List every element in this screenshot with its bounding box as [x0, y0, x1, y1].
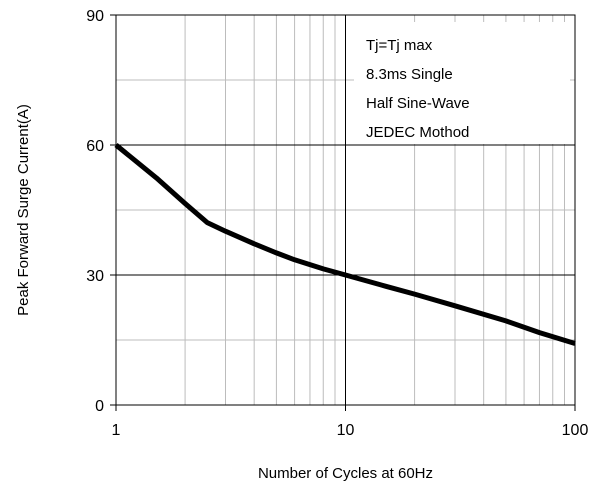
annotation-line: JEDEC Mothod	[366, 124, 469, 141]
y-tick-label: 90	[86, 8, 104, 25]
annotation: Tj=Tj max 8.3ms Single Half Sine-Wave JE…	[366, 37, 470, 141]
x-axis-label: Number of Cycles at 60Hz	[258, 465, 433, 482]
tick-layer: 0 30 60 90 1 10 100	[86, 8, 588, 439]
x-tick-label: 1	[112, 422, 121, 439]
annotation-line: Tj=Tj max	[366, 37, 433, 54]
x-tick-label: 100	[562, 422, 589, 439]
annotation-box	[354, 22, 570, 144]
series-line	[114, 143, 576, 346]
y-tick-label: 0	[95, 398, 104, 415]
y-axis-label: Peak Forward Surge Current(A)	[15, 104, 32, 316]
series-layer	[114, 143, 576, 346]
x-tick-label: 10	[337, 422, 355, 439]
annotation-line: Half Sine-Wave	[366, 95, 470, 112]
annotation-line: 8.3ms Single	[366, 66, 453, 83]
y-tick-label: 30	[86, 268, 104, 285]
y-tick-label: 60	[86, 138, 104, 155]
